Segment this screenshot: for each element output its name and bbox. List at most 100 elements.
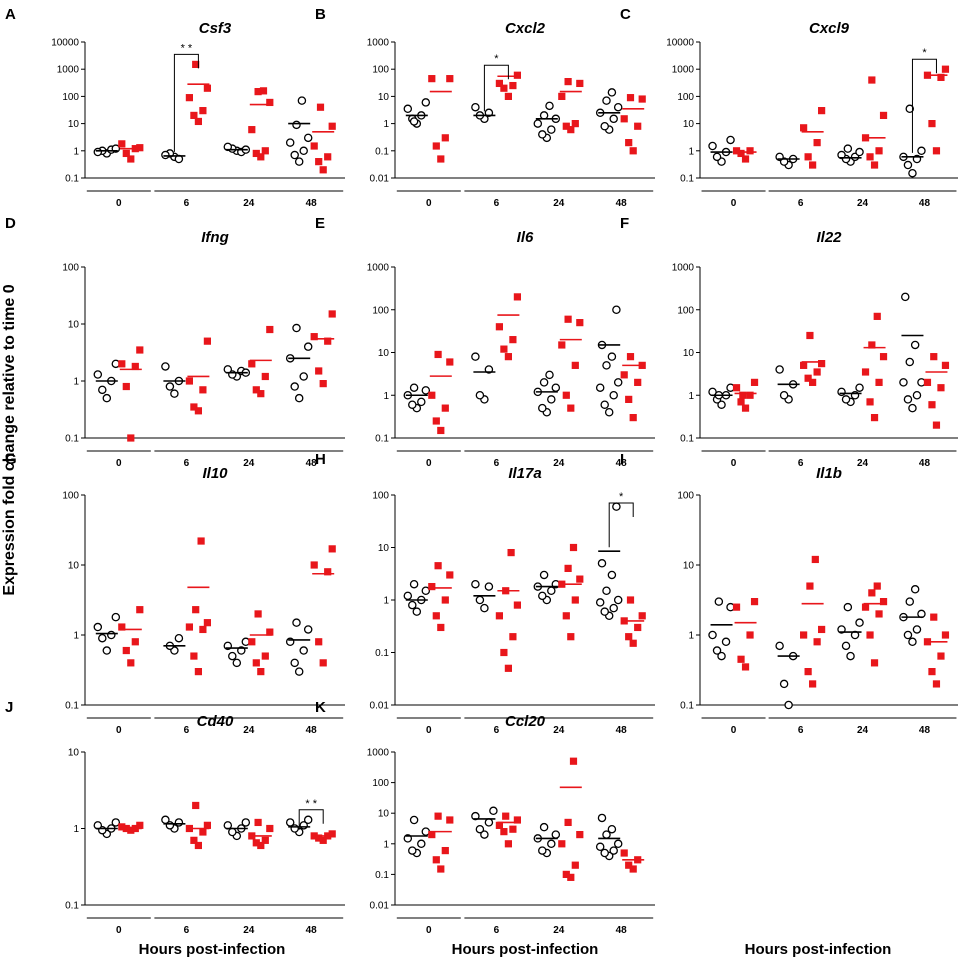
control-point	[93, 370, 103, 379]
control-point	[290, 658, 299, 668]
control-point	[602, 586, 611, 596]
panel-letter-f: F	[620, 215, 629, 232]
control-point	[595, 383, 605, 392]
control-point	[475, 390, 485, 400]
treated-point	[500, 345, 508, 353]
treated-point	[328, 830, 336, 838]
treated-point	[866, 398, 874, 406]
time-label-48h: 48	[616, 458, 628, 469]
treated-point	[199, 107, 207, 115]
y-tick-label: 1000	[57, 65, 80, 76]
treated-point	[804, 153, 812, 161]
treated-point	[866, 631, 874, 639]
significance-label: * *	[305, 798, 317, 810]
x-axis-title-col1: Hours post-infection	[139, 941, 286, 958]
treated-point	[495, 612, 503, 620]
control-point	[551, 830, 561, 839]
control-point	[721, 637, 731, 647]
treated-point	[569, 543, 578, 552]
control-point	[408, 600, 417, 610]
treated-point	[569, 757, 578, 765]
control-point	[290, 382, 299, 391]
time-label-6h: 6	[798, 458, 804, 469]
treated-point	[928, 120, 936, 128]
panel-cd40: J Cd40 0.1 1 10 0 6 24 48 * *	[5, 699, 345, 936]
control-point	[597, 813, 607, 823]
control-point	[484, 108, 494, 118]
treated-point	[567, 873, 575, 881]
treated-point	[194, 407, 202, 415]
treated-point	[434, 562, 442, 570]
gene-title-ccl20: Ccl20	[505, 713, 546, 730]
control-point	[292, 618, 301, 627]
control-point	[111, 818, 121, 827]
treated-point	[122, 149, 130, 158]
treated-point	[203, 619, 211, 627]
time-label-0h: 0	[116, 198, 122, 209]
treated-point	[266, 824, 274, 833]
panel-il10: G Il10 0.1 1 10 100 0 6 24 48	[5, 451, 345, 736]
treated-point	[937, 652, 945, 660]
panel-letter-g: G	[5, 451, 17, 468]
y-tick-label: 100	[372, 305, 389, 316]
control-point	[93, 622, 103, 632]
control-point	[480, 830, 489, 839]
treated-point	[873, 582, 881, 590]
gene-title-il22: Il22	[816, 229, 842, 246]
control-point	[843, 602, 853, 612]
control-point	[294, 393, 304, 403]
treated-point	[806, 582, 814, 590]
y-tick-label: 10000	[51, 38, 79, 49]
treated-point	[741, 155, 750, 163]
treated-point	[248, 638, 256, 646]
y-tick-label: 10	[378, 543, 390, 554]
control-point	[471, 102, 480, 112]
time-label-48h: 48	[306, 458, 318, 469]
control-point	[912, 390, 922, 400]
treated-point	[625, 633, 633, 641]
control-point	[600, 848, 609, 858]
treated-point	[437, 426, 445, 435]
time-label-0h: 0	[731, 458, 737, 469]
treated-point	[629, 414, 637, 422]
treated-point	[732, 603, 741, 611]
control-point	[545, 101, 554, 111]
treated-point	[562, 612, 570, 620]
control-point	[912, 625, 922, 634]
treated-point	[509, 336, 517, 344]
control-point	[299, 372, 308, 381]
control-point	[471, 352, 480, 361]
control-point	[228, 651, 237, 661]
time-label-24h: 24	[243, 725, 255, 736]
treated-point	[620, 115, 628, 123]
x-axis-title-col2: Hours post-infection	[452, 941, 599, 958]
treated-point	[932, 421, 941, 429]
treated-point	[136, 144, 144, 152]
treated-point	[127, 659, 135, 667]
panel-il6: E Il6 0.1 1 10 100 1000 0 6 24 48	[315, 215, 655, 469]
treated-point	[576, 319, 584, 327]
control-point	[102, 393, 112, 403]
y-tick-label: 1000	[672, 65, 695, 76]
treated-point	[495, 821, 503, 829]
panel-letter-b: B	[315, 6, 326, 23]
treated-point	[562, 870, 570, 878]
y-tick-label: 0.1	[375, 434, 389, 445]
treated-point	[879, 353, 888, 361]
treated-point	[875, 147, 883, 155]
control-point	[409, 383, 419, 392]
treated-point	[513, 601, 521, 609]
treated-point	[809, 378, 817, 386]
time-label-24h: 24	[243, 458, 255, 469]
time-label-48h: 48	[616, 925, 628, 936]
treated-point	[500, 828, 508, 836]
treated-point	[620, 371, 628, 379]
time-label-48h: 48	[306, 198, 318, 209]
treated-point	[866, 153, 874, 161]
treated-point	[432, 612, 440, 620]
control-point	[775, 641, 784, 651]
treated-point	[257, 153, 265, 161]
treated-point	[136, 346, 144, 354]
gene-title-cd40: Cd40	[197, 713, 234, 730]
gene-title-il17a: Il17a	[508, 465, 541, 482]
